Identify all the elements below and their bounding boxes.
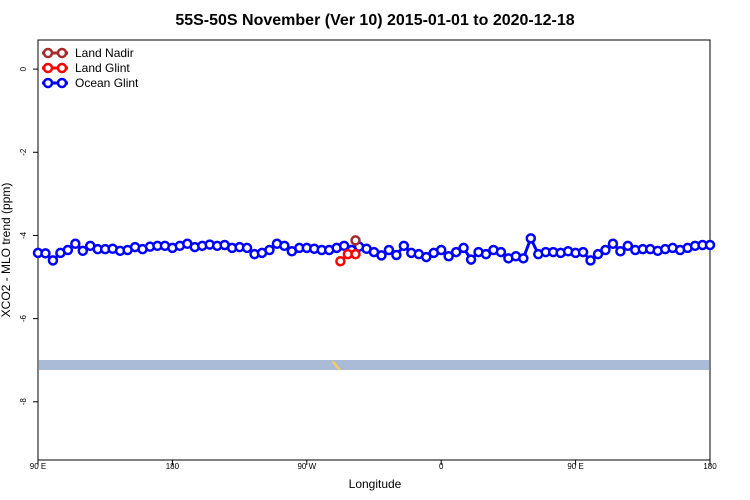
x-tick-label: 180 <box>703 462 717 471</box>
data-point <box>622 240 634 252</box>
legend-swatch-marker <box>56 47 68 59</box>
data-point <box>577 246 589 258</box>
series-ocean-glint <box>32 233 716 266</box>
x-axis-label: Longitude <box>349 477 402 491</box>
x-tick-label: 90 E <box>567 462 583 471</box>
y-tick-label: -2 <box>19 148 28 156</box>
data-point <box>525 233 537 244</box>
legend-swatch-marker <box>42 47 54 59</box>
x-axis: 90 E 180 90 W 0 90 E 180 <box>30 460 717 471</box>
legend-label: Ocean Glint <box>75 76 139 90</box>
data-point <box>40 248 51 259</box>
legend-item: Ocean Glint <box>42 76 139 90</box>
y-tick-label: -6 <box>19 315 28 323</box>
legend-item: Land Glint <box>42 61 130 75</box>
data-point <box>450 246 462 258</box>
data-point <box>77 245 89 257</box>
legend-swatch-marker <box>56 62 68 74</box>
data-point <box>585 255 596 266</box>
x-tick-label: 0 <box>439 462 444 471</box>
legend-item: Land Nadir <box>42 46 134 60</box>
data-point <box>350 248 361 260</box>
data-point <box>592 248 604 260</box>
legend-swatch-marker <box>42 77 54 89</box>
data-point <box>480 248 492 260</box>
data-point <box>704 239 716 251</box>
data-point <box>435 244 447 256</box>
data-point <box>383 244 395 256</box>
y-tick-label: -8 <box>19 398 28 406</box>
y-axis: 0 -2 -4 -6 -8 <box>19 66 38 405</box>
data-point <box>264 244 275 256</box>
x-tick-label: 90 W <box>297 462 316 471</box>
series-land-nadir <box>350 235 361 246</box>
data-point <box>350 235 361 246</box>
data-point <box>70 238 81 250</box>
y-tick-label: 0 <box>19 66 28 71</box>
data-point <box>335 255 346 267</box>
data-point <box>495 246 507 258</box>
y-axis-label: XCO2 - MLO trend (ppm) <box>0 183 13 318</box>
data-point <box>241 242 253 254</box>
coastline-highlight <box>331 360 341 370</box>
y-tick-label: -4 <box>19 231 28 239</box>
data-point <box>338 240 350 252</box>
land-strip <box>39 360 709 370</box>
data-point <box>443 250 454 262</box>
data-point <box>518 253 529 264</box>
legend-label: Land Nadir <box>75 46 134 60</box>
data-point <box>458 242 469 254</box>
chart-title: 55S-50S November (Ver 10) 2015-01-01 to … <box>175 12 574 29</box>
legend-label: Land Glint <box>75 61 130 75</box>
legend-swatch-marker <box>56 77 68 89</box>
data-point <box>376 250 387 261</box>
data-point <box>47 255 59 266</box>
data-point <box>62 244 74 256</box>
data-point <box>607 238 619 250</box>
legend-swatch-marker <box>42 62 54 74</box>
data-point <box>465 254 477 265</box>
series-layer <box>32 233 716 267</box>
data-point <box>600 244 611 256</box>
x-tick-label: 180 <box>166 462 180 471</box>
data-point <box>421 251 432 263</box>
data-point <box>279 240 290 252</box>
data-point <box>615 245 626 257</box>
x-tick-label: 90 E <box>30 462 46 471</box>
data-point <box>398 240 410 252</box>
series-land-glint <box>335 248 361 267</box>
data-point <box>391 249 402 261</box>
